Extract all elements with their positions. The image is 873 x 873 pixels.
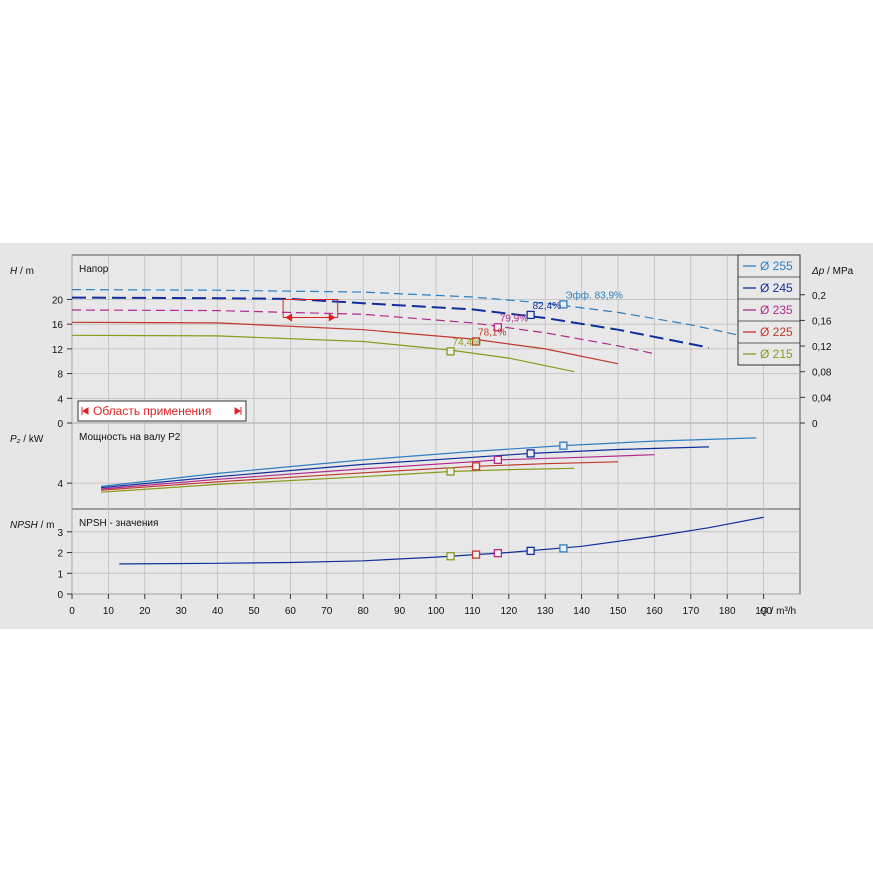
head-series-215 (71, 334, 575, 373)
right-axis-tick-label: 0 (812, 419, 818, 430)
power-y-tick-label: 4 (57, 479, 63, 490)
operating-range-legend-box (77, 400, 247, 422)
npsh-operating-marker (493, 549, 503, 558)
legend-entry: Ø 215 (760, 347, 793, 361)
npsh-y-tick-label: 1 (57, 569, 63, 580)
head-y-axis-label: H / m (10, 266, 34, 277)
x-tick-label: 30 (176, 606, 188, 617)
legend-entry: Ø 255 (760, 259, 793, 273)
npsh-panel-title: NPSH - значения (79, 518, 158, 529)
npsh-operating-marker (559, 544, 568, 553)
head-y-tick-label: 0 (57, 419, 63, 430)
pump-performance-chart: Эфф. 83,9%82,4%79,9%78,1%74,4% 0 10 20 30 40… (10, 254, 854, 617)
operating-range: Область применения (77, 298, 339, 422)
right-axis-tick-label: 0,16 (812, 316, 832, 327)
efficiency-label: Эфф. 83,9% (565, 289, 623, 301)
head-y-tick-label: 4 (57, 394, 63, 405)
x-tick-label: 50 (248, 606, 260, 617)
x-axis-label: Q / m³/h (760, 606, 796, 617)
npsh-y-axis-label: NPSH / m (10, 520, 54, 531)
efficiency-marker (493, 323, 503, 332)
right-axis-tick-label: 0,12 (812, 342, 832, 353)
axes: 0 10 20 30 40 50 60 70 80 90 100 110 120 130 140 150 160… (10, 264, 854, 617)
legend-right-arrow-icon (234, 407, 242, 415)
legend-entry: Ø 245 (760, 281, 793, 295)
x-tick-label: 190 (755, 606, 772, 617)
curves (71, 289, 764, 565)
power-series-245 (101, 446, 710, 489)
x-tick-label: 180 (719, 606, 736, 617)
npsh-operating-marker (526, 546, 535, 556)
right-axis-tick-label: 0,04 (812, 393, 832, 404)
efficiency-label: 79,9% (500, 313, 528, 324)
head-series-245 (71, 296, 710, 349)
x-tick-label: 70 (321, 606, 333, 617)
x-tick-label: 110 (464, 606, 480, 617)
x-tick-label: 160 (646, 606, 663, 617)
efficiency-label: 78,1% (478, 327, 506, 338)
npsh-y-tick-label: 0 (57, 590, 63, 601)
efficiency-marker (559, 300, 568, 309)
power-operating-marker (493, 455, 503, 465)
npsh-operating-marker (471, 550, 481, 559)
efficiency-marker (471, 337, 481, 346)
efficiency-marker (526, 310, 535, 320)
right-axis-tick-label: 0,2 (812, 291, 826, 302)
power-series-235 (101, 454, 655, 490)
head-y-tick-label: 16 (52, 320, 64, 331)
power-operating-marker (471, 462, 481, 471)
x-tick-label: 100 (428, 606, 445, 617)
right-axis-label: Δp / MPa (811, 266, 854, 277)
operating-range-left-arrow (285, 313, 293, 322)
npsh-operating-marker (446, 552, 455, 561)
efficiency-marker (446, 347, 455, 356)
x-tick-label: 90 (394, 606, 406, 617)
efficiency-markers: Эфф. 83,9% 82,4% 79,9% 78,1%74,4% (446, 289, 623, 561)
x-tick-label: 20 (139, 606, 151, 617)
x-tick-label: 80 (358, 606, 370, 617)
power-series-215 (101, 467, 575, 493)
power-operating-marker (526, 449, 535, 458)
power-series-225 (101, 461, 619, 491)
operating-range-right-arrow (328, 313, 336, 322)
x-tick-label: 140 (573, 606, 590, 617)
x-tick-label: 130 (537, 606, 554, 617)
head-series-225 (71, 321, 619, 365)
x-tick-label: 120 (500, 606, 517, 617)
power-panel-title: Мощность на валу P2 (79, 432, 181, 443)
power-operating-marker (446, 467, 455, 476)
x-tick-label: 0 (69, 606, 75, 617)
npsh-y-tick-label: 3 (57, 528, 63, 539)
power-y-axis-label: P₂ / kW (10, 434, 44, 445)
legend-entry: Ø 235 (760, 303, 793, 317)
operating-range-label: Область применения (93, 404, 211, 418)
head-y-tick-label: 12 (52, 345, 64, 356)
x-tick-label: 40 (212, 606, 224, 617)
legend-entry: Ø 225 (760, 325, 793, 339)
head-panel-title: Напор (79, 264, 109, 275)
head-y-tick-label: 8 (57, 370, 63, 381)
x-tick-label: 170 (682, 606, 699, 617)
power-operating-marker (559, 441, 568, 450)
operating-range-bracket (282, 298, 339, 318)
head-series-255 (71, 289, 757, 340)
efficiency-label: 74,4% (453, 337, 481, 348)
right-axis-tick-label: 0,08 (812, 368, 832, 379)
legend: Ø 255 Ø 245 Ø 235 Ø 225 Ø 215 (737, 254, 801, 366)
grid-lines (71, 255, 800, 595)
power-series-255 (101, 437, 757, 487)
head-series-235 (71, 309, 655, 355)
head-y-tick-label: 20 (52, 295, 64, 306)
legend-left-arrow-icon (81, 407, 89, 415)
pump-curve-panel: Эфф. 83,9% 82,4% 79,9% 78,1% 74,4% 0 10 20 30 40… (0, 243, 873, 629)
x-tick-label: 150 (610, 606, 627, 617)
efficiency-label: 82,4% (533, 301, 561, 312)
npsh-y-tick-label: 2 (57, 549, 63, 560)
x-tick-label: 60 (285, 606, 297, 617)
x-tick-label: 10 (103, 606, 115, 617)
